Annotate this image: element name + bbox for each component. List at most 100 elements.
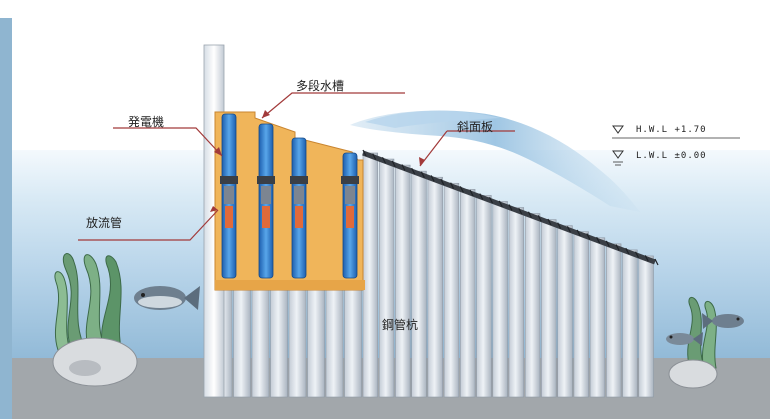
turbine-housing xyxy=(345,186,355,204)
steel-pile xyxy=(524,213,541,398)
seaweed-blade xyxy=(62,253,87,353)
lwl-label: L.W.L ±0.00 xyxy=(636,151,707,161)
water-level-markers xyxy=(612,125,740,166)
slope-plate-label: 斜面板 xyxy=(457,120,494,134)
hwl-label: H.W.L +1.70 xyxy=(636,125,707,135)
slope-rib xyxy=(625,247,630,255)
left-rock-shadow xyxy=(69,360,101,376)
steel-pile xyxy=(378,158,395,398)
sloped-pile-wall xyxy=(362,152,654,398)
discharge-pipe xyxy=(346,206,354,228)
right-rock xyxy=(668,359,718,389)
seaweed-blade xyxy=(101,255,123,356)
steel-pile xyxy=(589,237,606,398)
slope-rib xyxy=(381,156,387,164)
steel-pile xyxy=(508,207,525,398)
fish-icon xyxy=(134,286,200,310)
slope-rib xyxy=(362,149,367,157)
steel-pile xyxy=(541,219,557,398)
leader-discharge xyxy=(78,209,219,241)
seaweed-blade xyxy=(83,254,107,353)
slope-rib xyxy=(459,186,464,193)
steel-pile xyxy=(573,231,589,398)
steel-pile xyxy=(557,225,573,398)
slope-rib xyxy=(488,196,494,204)
steel-pile xyxy=(307,287,325,398)
slope-rib xyxy=(479,193,484,200)
leader-generator xyxy=(113,127,223,157)
steel-pile xyxy=(325,287,344,398)
steel-pile xyxy=(362,152,379,398)
turbine-housing xyxy=(294,186,304,204)
leader-tank xyxy=(261,92,405,119)
tank-base xyxy=(215,280,365,290)
slope-rib xyxy=(411,167,416,175)
steel-pile xyxy=(288,287,307,398)
slope-rib xyxy=(557,222,562,229)
steel-pile xyxy=(443,182,460,398)
generator-unit xyxy=(290,176,308,184)
slope-rib xyxy=(518,207,523,215)
leader-arrowheads xyxy=(210,110,425,212)
slope-rib xyxy=(508,204,513,211)
lwl-triangle-icon xyxy=(612,150,624,159)
left-edge-strip xyxy=(0,18,12,419)
slope-rib xyxy=(596,236,601,244)
slope-rib xyxy=(586,233,591,240)
slope-rib xyxy=(430,175,435,182)
slope-rib xyxy=(372,153,377,160)
slope-rib xyxy=(547,218,552,226)
slope-rib xyxy=(527,211,533,219)
steel-pile xyxy=(427,176,443,398)
steel-pile xyxy=(638,255,654,398)
generator-unit xyxy=(341,176,359,184)
steel-pile xyxy=(251,287,270,398)
fish-icon xyxy=(702,313,744,329)
steel-pile xyxy=(492,201,508,398)
turbine-housing xyxy=(261,186,271,204)
slope-rib xyxy=(401,164,406,171)
slope-rib xyxy=(469,189,474,197)
slope-rib xyxy=(615,244,620,251)
slope-rib xyxy=(440,178,445,186)
steel-pile xyxy=(606,243,622,398)
slope-rib xyxy=(634,251,640,259)
generator-unit xyxy=(220,176,238,184)
slope-rib xyxy=(566,226,571,233)
wave-spray xyxy=(365,110,500,128)
multistage-tank-label: 多段水槽 xyxy=(296,79,345,93)
steel-pile xyxy=(622,249,638,398)
slope-rib xyxy=(576,229,581,237)
turbine-housing xyxy=(224,186,234,204)
discharge-pipe-label: 放流管 xyxy=(86,216,123,230)
steel-pile xyxy=(233,287,251,398)
generator-unit xyxy=(257,176,275,184)
slope-plate-ribs xyxy=(362,149,659,266)
steel-pile xyxy=(476,195,492,398)
seaweed-blade xyxy=(54,271,71,351)
slope-rib xyxy=(420,171,425,179)
slope-rib xyxy=(605,240,610,248)
fish-icon xyxy=(666,332,703,346)
steel-pile xyxy=(460,189,476,398)
right-seaweed xyxy=(687,297,717,371)
slope-rib xyxy=(654,258,659,266)
slope-rib xyxy=(498,200,503,208)
steel-pile xyxy=(270,287,288,398)
slope-rib xyxy=(537,215,542,222)
slope-plate-edge xyxy=(362,150,656,265)
hwl-triangle-icon xyxy=(612,125,624,134)
steel-pile xyxy=(344,287,362,398)
multistage-tank xyxy=(214,111,364,291)
slope-rib xyxy=(450,182,455,189)
pile-label: 鋼管杭 xyxy=(382,318,419,332)
left-seaweed xyxy=(54,253,123,356)
discharge-pipe xyxy=(262,206,270,228)
seaweed-blade xyxy=(702,301,717,371)
discharge-pipe xyxy=(225,206,233,228)
steel-pile xyxy=(395,164,411,398)
generator-pipes xyxy=(220,113,359,279)
discharge-pipe xyxy=(295,206,303,228)
